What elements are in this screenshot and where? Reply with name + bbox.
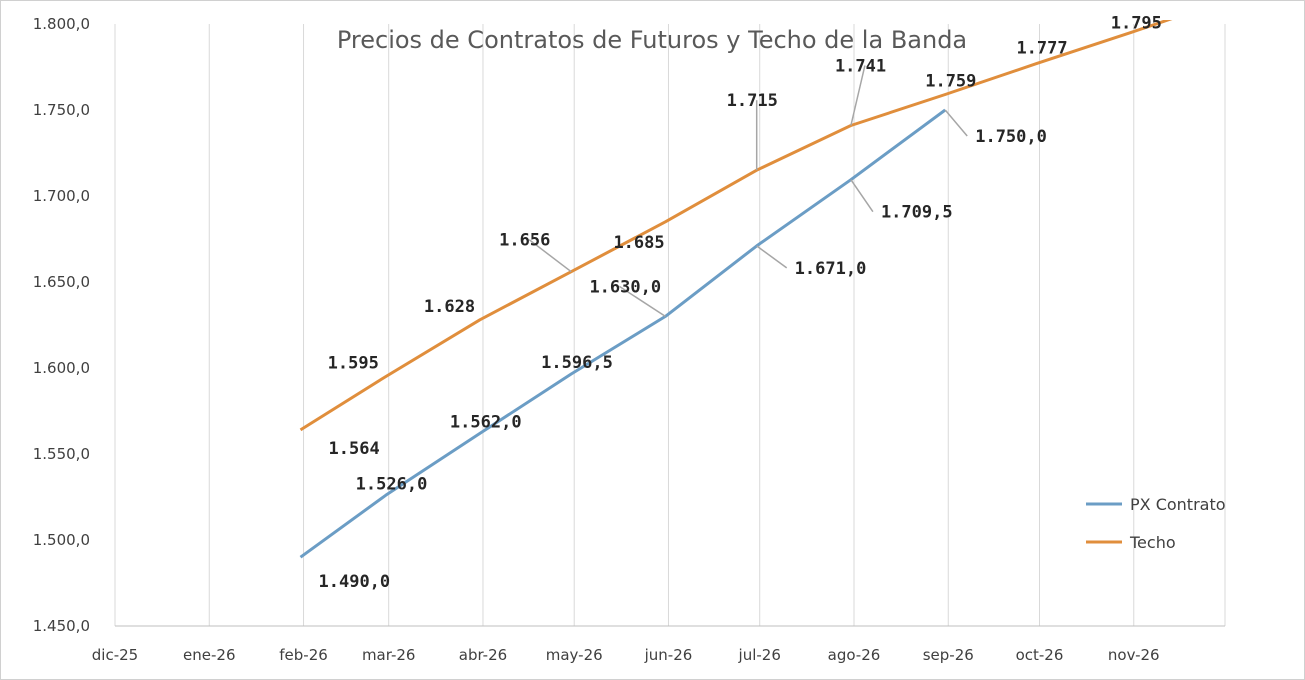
legend-label: Techo [1129, 533, 1176, 552]
x-tick-label: ene-26 [183, 646, 235, 664]
px-contrato-data-label: 1.562,0 [450, 412, 522, 432]
x-tick-label: oct-26 [1016, 646, 1064, 664]
y-tick-label: 1.650,0 [33, 273, 90, 291]
techo-data-label: 1.564 [329, 439, 380, 459]
techo-data-label: 1.759 [925, 72, 976, 92]
techo-data-label: 1.628 [424, 297, 475, 317]
x-tick-label: jul-26 [738, 646, 781, 664]
px-contrato-data-label: 1.526,0 [356, 474, 428, 494]
y-tick-label: 1.550,0 [33, 445, 90, 463]
y-tick-label: 1.750,0 [33, 101, 90, 119]
chart-title: Precios de Contratos de Futuros y Techo … [337, 26, 967, 54]
px-contrato-data-label: 1.630,0 [589, 277, 661, 297]
legend-label: PX Contrato [1130, 495, 1226, 514]
px-contrato-data-label: 1.596,5 [541, 353, 613, 373]
legend: PX Contrato Techo [1086, 495, 1226, 552]
y-axis: 1.450,0 1.500,0 1.550,0 1.600,0 1.650,0 1.700… [33, 15, 90, 635]
x-tick-label: ago-26 [828, 646, 881, 664]
grid-lines [114, 24, 1226, 627]
y-tick-label: 1.600,0 [33, 359, 90, 377]
y-tick-label: 1.700,0 [33, 187, 90, 205]
px-contrato-data-label: 1.671,0 [795, 259, 867, 279]
y-tick-label: 1.500,0 [33, 531, 90, 549]
x-tick-label: mar-26 [362, 646, 416, 664]
x-tick-label: dic-25 [92, 646, 138, 664]
px-contrato-data-label: 1.750,0 [975, 127, 1047, 147]
techo-data-label: 1.777 [1016, 39, 1067, 59]
series-lines [299, 20, 1173, 559]
x-tick-label: feb-26 [279, 646, 328, 664]
x-tick-label: may-26 [546, 646, 603, 664]
x-tick-label: nov-26 [1108, 646, 1160, 664]
px-contrato-leader-line [756, 245, 788, 269]
px-contrato-data-label: 1.490,0 [319, 572, 391, 592]
y-tick-label: 1.800,0 [33, 15, 90, 33]
px-contrato-leader-line [944, 109, 968, 137]
techo-leader-line [850, 65, 866, 126]
data-labels: 1.490,0 1.526,0 1.562,0 1.596,5 1.630,0 1.671… [319, 14, 1162, 593]
x-tick-label: abr-26 [459, 646, 507, 664]
series-line-px-contrato [299, 108, 947, 559]
y-tick-label: 1.450,0 [33, 617, 90, 635]
x-tick-label: jun-26 [644, 646, 693, 664]
techo-data-label: 1.715 [727, 91, 778, 111]
techo-data-label: 1.595 [328, 354, 379, 374]
px-contrato-leader-line [850, 179, 874, 213]
techo-data-label: 1.656 [499, 231, 550, 251]
techo-data-label: 1.741 [835, 56, 886, 76]
x-tick-label: sep-26 [923, 646, 974, 664]
x-axis: dic-25 ene-26 feb-26 mar-26 abr-26 may-26 jun-… [92, 646, 1160, 664]
px-contrato-data-label: 1.709,5 [881, 203, 953, 223]
techo-data-label: 1.685 [613, 233, 664, 253]
techo-data-label: 1.795 [1111, 14, 1162, 34]
series-line-techo [299, 20, 1173, 432]
techo-leader-line [528, 239, 572, 273]
px-contrato-leader-line [618, 285, 666, 318]
